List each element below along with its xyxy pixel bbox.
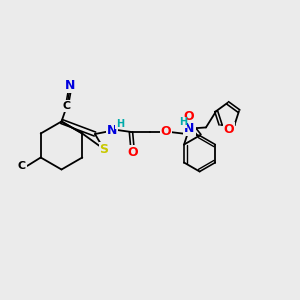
Text: N: N <box>184 122 195 135</box>
Text: C: C <box>63 101 71 111</box>
Text: N: N <box>107 124 118 137</box>
Text: O: O <box>160 125 171 138</box>
Text: H: H <box>179 117 187 127</box>
Text: S: S <box>99 142 108 156</box>
Text: C: C <box>18 161 26 171</box>
Text: O: O <box>224 123 234 136</box>
Text: H: H <box>116 119 124 129</box>
Text: O: O <box>127 146 138 159</box>
Text: O: O <box>183 110 194 123</box>
Text: N: N <box>65 79 75 92</box>
